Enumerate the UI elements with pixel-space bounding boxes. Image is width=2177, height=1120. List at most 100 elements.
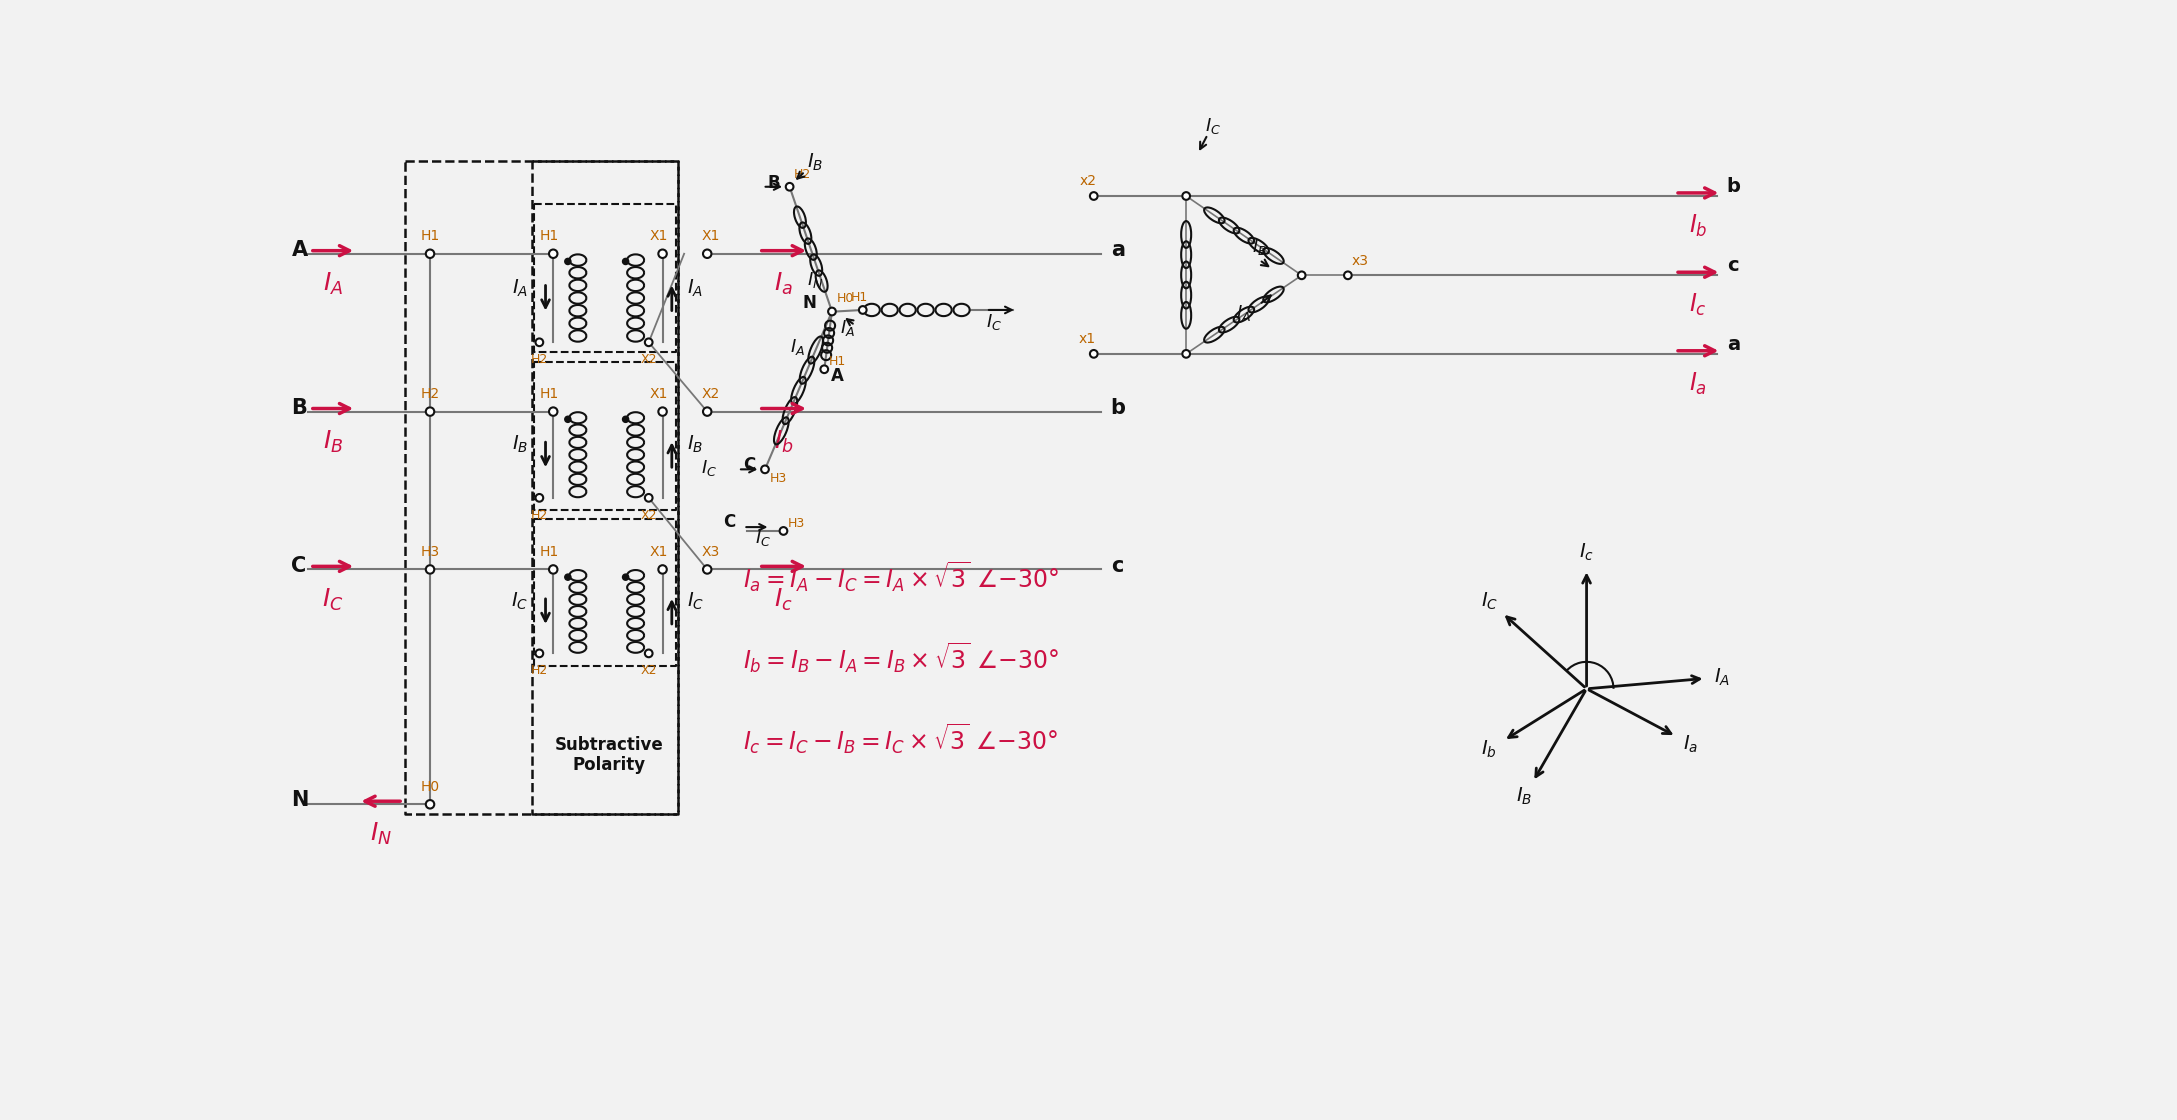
Circle shape (821, 365, 827, 373)
Text: H1: H1 (540, 228, 559, 243)
Text: $I_a$: $I_a$ (1689, 371, 1707, 396)
Text: H2: H2 (531, 664, 549, 678)
Text: H0: H0 (420, 780, 440, 793)
Text: x1: x1 (1080, 332, 1097, 346)
Circle shape (1182, 193, 1191, 199)
Circle shape (549, 250, 557, 258)
Circle shape (1091, 349, 1097, 357)
Circle shape (623, 259, 629, 264)
Circle shape (827, 308, 836, 316)
Text: $I_b$: $I_b$ (1480, 739, 1498, 760)
Text: N: N (803, 293, 816, 311)
Text: H3: H3 (771, 472, 786, 485)
Text: c: c (1726, 256, 1737, 276)
Circle shape (644, 338, 653, 346)
Text: H0: H0 (836, 292, 853, 306)
Text: B: B (292, 398, 307, 418)
Text: Subtractive: Subtractive (555, 737, 664, 755)
Text: $I_C$: $I_C$ (322, 587, 344, 613)
Circle shape (1343, 271, 1352, 279)
Circle shape (786, 183, 792, 190)
Text: a: a (1726, 335, 1739, 354)
Text: $I_B$: $I_B$ (512, 435, 529, 456)
Circle shape (549, 566, 557, 573)
Circle shape (657, 566, 666, 573)
Circle shape (644, 494, 653, 502)
Text: $I_C$: $I_C$ (1480, 591, 1498, 613)
Text: N: N (292, 791, 309, 811)
Text: $I_A$: $I_A$ (790, 337, 805, 357)
Text: $I_C$: $I_C$ (688, 590, 705, 613)
Text: $I_B$: $I_B$ (1252, 237, 1267, 258)
Circle shape (564, 575, 570, 580)
Text: c: c (1110, 556, 1123, 576)
Circle shape (762, 466, 768, 473)
Text: X3: X3 (701, 544, 721, 559)
Text: b: b (1110, 398, 1126, 418)
Text: $I_b$: $I_b$ (1689, 213, 1707, 240)
Text: $I_C$: $I_C$ (1206, 115, 1221, 136)
Text: X1: X1 (649, 544, 668, 559)
Text: $I_a$: $I_a$ (775, 271, 792, 297)
Text: $I_b$: $I_b$ (775, 429, 795, 455)
Text: A: A (829, 367, 842, 385)
Text: $I_a$: $I_a$ (1683, 734, 1698, 755)
Text: H1: H1 (540, 386, 559, 401)
Text: X2: X2 (701, 386, 721, 401)
Text: H3: H3 (788, 517, 805, 530)
Text: H1: H1 (851, 291, 869, 304)
Text: X1: X1 (649, 386, 668, 401)
Text: $I_B$: $I_B$ (688, 435, 703, 456)
Text: H2: H2 (531, 353, 549, 366)
Circle shape (1091, 193, 1097, 199)
Text: $I_C$: $I_C$ (512, 590, 529, 613)
Circle shape (536, 650, 544, 657)
Circle shape (564, 417, 570, 422)
Circle shape (427, 250, 433, 258)
Text: $I_A$: $I_A$ (1713, 666, 1731, 688)
Text: $I_c$: $I_c$ (1689, 292, 1707, 318)
Text: C: C (723, 513, 736, 531)
Text: $I_A$: $I_A$ (688, 278, 703, 299)
Text: a: a (1110, 240, 1126, 260)
Text: $I_c$: $I_c$ (1578, 542, 1594, 563)
Circle shape (644, 650, 653, 657)
Circle shape (657, 408, 666, 416)
Text: $I_A$: $I_A$ (840, 318, 856, 338)
Circle shape (623, 575, 629, 580)
Text: $I_C$: $I_C$ (701, 458, 716, 478)
Text: x2: x2 (1080, 175, 1095, 188)
Circle shape (1182, 349, 1191, 357)
Text: $I_c$: $I_c$ (775, 587, 792, 613)
Text: C: C (745, 457, 755, 475)
Circle shape (657, 250, 666, 258)
Text: $I_A$: $I_A$ (322, 271, 344, 297)
Circle shape (427, 566, 433, 573)
Text: $I_C$: $I_C$ (986, 311, 1001, 332)
Text: $\mathit{I}_c = \mathit{I}_C - \mathit{I}_B = \mathit{I}_C \times \sqrt{3}\ \ang: $\mathit{I}_c = \mathit{I}_C - \mathit{I… (742, 721, 1058, 756)
Circle shape (703, 250, 712, 258)
Text: X1: X1 (701, 228, 721, 243)
Text: A: A (292, 240, 307, 260)
Circle shape (536, 338, 544, 346)
Text: $\mathit{I}_a = \mathit{I}_A - \mathit{I}_C = \mathit{I}_A \times \sqrt{3}\ \ang: $\mathit{I}_a = \mathit{I}_A - \mathit{I… (742, 560, 1060, 595)
Text: $I_N$: $I_N$ (808, 270, 823, 290)
Text: $I_B$: $I_B$ (322, 429, 344, 455)
Circle shape (536, 494, 544, 502)
Text: $I_B$: $I_B$ (1515, 786, 1533, 808)
Text: C: C (292, 556, 307, 576)
Circle shape (1297, 271, 1306, 279)
Circle shape (860, 306, 866, 314)
Text: Polarity: Polarity (573, 756, 644, 774)
Text: H1: H1 (420, 228, 440, 243)
Circle shape (564, 259, 570, 264)
Circle shape (703, 566, 712, 573)
Text: $I_A$: $I_A$ (512, 278, 529, 299)
Text: X2: X2 (640, 508, 657, 522)
Circle shape (427, 800, 433, 809)
Text: X2: X2 (640, 664, 657, 678)
Text: X1: X1 (649, 228, 668, 243)
Text: $I_N$: $I_N$ (370, 821, 392, 848)
Text: H2: H2 (531, 508, 549, 522)
Text: H1: H1 (540, 544, 559, 559)
